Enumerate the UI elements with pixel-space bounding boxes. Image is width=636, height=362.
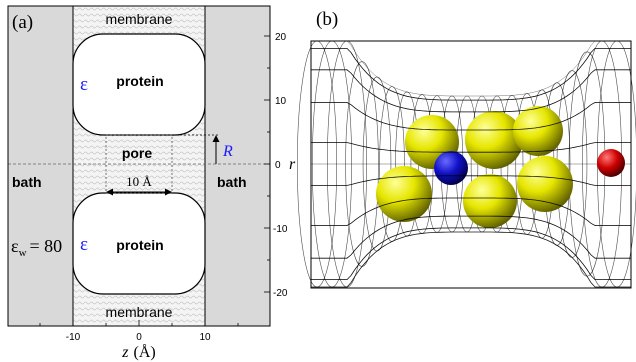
x-tick-label: 0 <box>136 332 142 343</box>
r-axis-label: r <box>289 156 296 173</box>
mesh-line <box>311 102 631 131</box>
y-tick-label: 20 <box>275 32 287 43</box>
x-tick-label: 10 <box>199 332 211 343</box>
mesh-line <box>311 197 631 226</box>
protein-top-label: protein <box>116 73 163 89</box>
bath-left-label: bath <box>12 174 42 190</box>
yellow-sphere <box>465 111 523 169</box>
mesh-line <box>311 48 631 101</box>
panel-b: (b) <box>297 9 636 289</box>
z-axis-label: z (Å) <box>121 343 155 361</box>
mesh-line <box>311 142 631 153</box>
mesh-line <box>311 231 631 288</box>
y-tick-label: -20 <box>273 288 288 299</box>
mesh-line <box>311 40 631 97</box>
yellow-sphere <box>517 156 573 212</box>
membrane-bottom-label: membrane <box>106 304 173 320</box>
epsilon-bottom: ε <box>80 234 88 255</box>
x-tick-label: -10 <box>66 332 81 343</box>
panel-b-label: (b) <box>316 9 338 30</box>
radius-label: R <box>222 143 233 160</box>
mesh-line <box>311 227 631 280</box>
mesh-line <box>311 69 631 113</box>
panel-a-label: (a) <box>12 12 33 33</box>
pore-box <box>105 134 173 194</box>
pore-label: pore <box>122 145 153 161</box>
mesh-line <box>311 215 631 259</box>
mesh-line <box>311 175 631 186</box>
y-tick-label: 0 <box>275 160 281 171</box>
membrane-top-label: membrane <box>106 11 173 27</box>
yellow-sphere <box>513 106 563 156</box>
bath-right-label: bath <box>217 174 247 190</box>
red-sphere <box>597 149 625 177</box>
epsilon-top: ε <box>80 74 88 95</box>
yellow-sphere <box>463 174 517 228</box>
width-label: 10 Å <box>126 174 152 189</box>
panel-a: (a) membrane membrane protein protein ε … <box>7 5 296 361</box>
y-tick-label: 10 <box>275 96 287 107</box>
y-tick-label: -10 <box>273 224 288 235</box>
pore-mesh-front <box>311 48 631 288</box>
yellow-sphere <box>376 166 432 222</box>
blue-sphere <box>434 151 468 185</box>
eps-water-label: εw = 80 <box>11 236 62 259</box>
protein-bottom-label: protein <box>116 237 163 253</box>
